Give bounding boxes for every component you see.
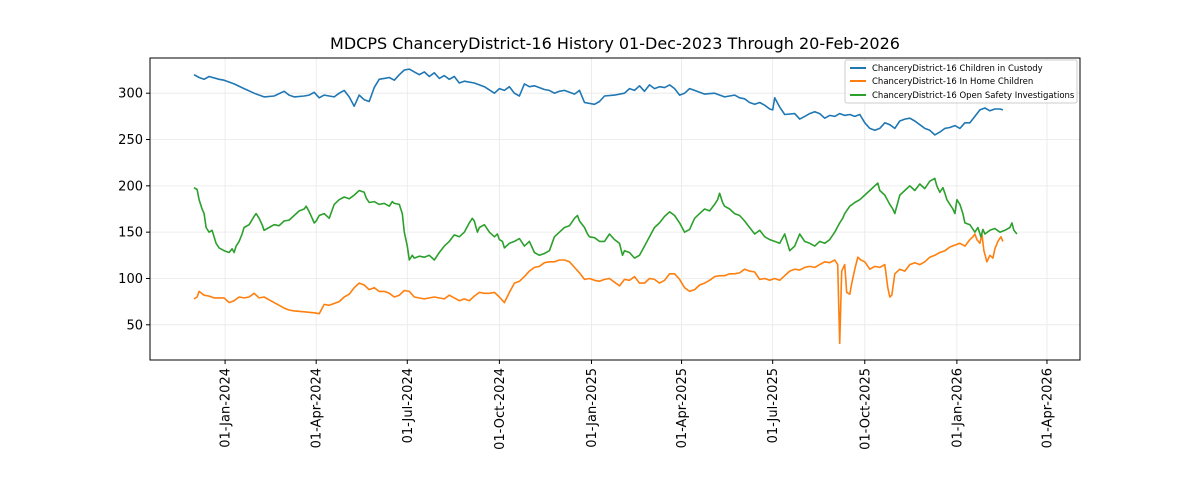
series-line-2 (193, 177, 1018, 261)
legend: ChanceryDistrict-16 Children in Custody … (844, 59, 1078, 104)
chart-title: MDCPS ChanceryDistrict-16 History 01-Dec… (330, 34, 900, 53)
y-tick-label: 50 (126, 318, 143, 333)
x-axis: 01-Jan-2024 01-Apr-2024 01-Jul-2024 01-Oct-… (219, 360, 1055, 450)
plot-frame (149, 57, 1081, 361)
legend-label-in-home: ChanceryDistrict-16 In Home Children (872, 77, 1033, 87)
y-axis: 50 100 150 200 250 300 (118, 87, 150, 333)
x-tick-label: 01-Jul-2024 (401, 368, 416, 443)
y-tick-label: 100 (118, 272, 143, 287)
x-tick-label: 01-Jan-2025 (585, 368, 600, 448)
x-tick-label: 01-Jul-2025 (766, 368, 781, 443)
x-tick-label: 01-Oct-2024 (493, 368, 508, 450)
x-tick-label: 01-Oct-2025 (858, 368, 873, 450)
x-tick-label: 01-Jan-2026 (950, 368, 965, 448)
x-tick-label: 01-Jan-2024 (219, 368, 234, 448)
series-group (193, 68, 1018, 345)
x-tick-label: 01-Apr-2026 (1040, 368, 1055, 448)
legend-box (844, 59, 1078, 104)
y-tick-label: 200 (118, 179, 143, 194)
legend-label-investigations: ChanceryDistrict-16 Open Safety Investig… (872, 91, 1075, 101)
y-tick-label: 150 (118, 226, 143, 241)
series-line-1 (193, 233, 1004, 345)
y-tick-label: 250 (118, 133, 143, 148)
y-tick-label: 300 (118, 87, 143, 102)
legend-label-custody: ChanceryDistrict-16 Children in Custody (872, 64, 1043, 74)
series-line-0 (193, 68, 1004, 136)
grid-lines (150, 58, 1080, 360)
x-tick-label: 01-Apr-2024 (310, 368, 325, 448)
x-tick-label: 01-Apr-2025 (675, 368, 690, 448)
